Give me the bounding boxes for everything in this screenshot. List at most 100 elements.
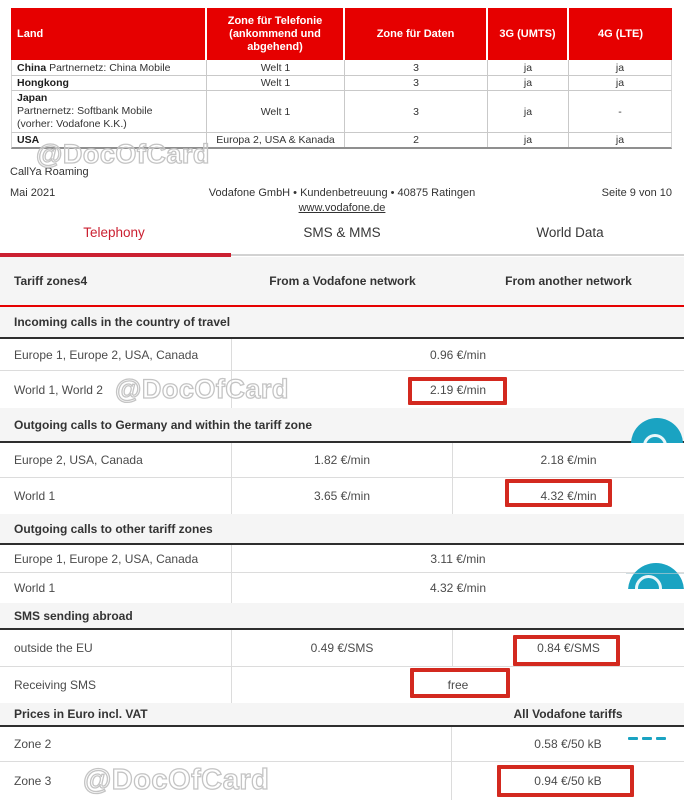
section-header-incoming-calls: Incoming calls in the country of travel (0, 307, 684, 339)
tab-telephony[interactable]: Telephony (83, 225, 145, 240)
zone-label: World 1 (0, 478, 232, 514)
country-name: Hongkong (17, 77, 69, 89)
table-row: Receiving SMS free (0, 667, 684, 703)
zone-tel-cell: Welt 1 (206, 76, 344, 90)
zone-label: Zone 3 (0, 762, 452, 800)
chat-widget-dashes-icon (628, 727, 666, 745)
partner-network-note: (vorher: Vodafone K.K.) (17, 118, 127, 130)
zone-label: outside the EU (0, 630, 232, 666)
product-name: CallYa Roaming (10, 166, 89, 178)
dash-icon (656, 737, 666, 740)
3g-cell: ja (487, 133, 568, 147)
4g-cell: ja (568, 60, 671, 75)
section-header-outgoing-other: Outgoing calls to other tariff zones (0, 514, 684, 545)
price-value: 4.32 €/min (429, 581, 487, 595)
column-header-tariff-zones: Tariff zones4 (14, 274, 88, 288)
watermark: @DocOfCard (114, 373, 289, 404)
section-header-sms-abroad: SMS sending abroad (0, 603, 684, 630)
4g-cell: ja (568, 133, 671, 147)
row-border-overlay (626, 573, 684, 574)
price-value: 0.96 €/min (429, 347, 487, 362)
annotation-box-outgoing-world (505, 479, 612, 507)
partner-network: Partnernetz: Softbank Mobile (17, 105, 153, 117)
zone-data-cell: 3 (344, 76, 487, 90)
country-cell: China Partnernetz: China Mobile (12, 60, 206, 75)
table-row-china: China Partnernetz: China Mobile Welt 1 3… (11, 60, 672, 76)
country-cell: USA (12, 133, 206, 147)
zone-label: Europe 1, Europe 2, USA, Canada (0, 339, 232, 370)
3g-cell: ja (487, 91, 568, 132)
table-row: Europe 2, USA, Canada 1.82 €/min 2.18 €/… (0, 443, 684, 478)
chat-widget-ring (635, 575, 662, 589)
tab-world-data[interactable]: World Data (536, 225, 604, 240)
chat-widget-icon[interactable] (626, 562, 684, 589)
zone-label: World 1, World 2 (0, 371, 232, 408)
column-header-zone-telefonie: Zone für Telefonie (ankommend und abgehe… (205, 8, 343, 60)
zone-label: World 1 (0, 573, 232, 603)
country-cell: Japan Partnernetz: Softbank Mobile (vorh… (12, 91, 206, 132)
table-row-usa: USA Europa 2, USA & Kanada 2 ja ja (11, 133, 672, 149)
dash-icon (628, 737, 638, 740)
column-header-3g: 3G (UMTS) (486, 8, 567, 60)
document-date: Mai 2021 (10, 187, 56, 199)
table-row: World 1 3.65 €/min 4.32 €/min (0, 478, 684, 514)
chat-widget-icon[interactable] (629, 414, 684, 443)
table-row: Zone 2 0.58 €/50 kB (0, 727, 684, 762)
3g-cell: ja (487, 60, 568, 75)
page-number: Seite 9 von 10 (601, 187, 672, 199)
section-header-prices-vat: Prices in Euro incl. VAT All Vodafone ta… (0, 703, 684, 727)
table-row: World 1 4.32 €/min (0, 573, 684, 603)
column-header-land: Land (17, 27, 44, 40)
zone-tel-cell: Europa 2, USA & Kanada (206, 133, 344, 147)
publisher-text: Vodafone GmbH • Kundenbetreuung • 40875 … (208, 187, 476, 199)
price-value: 3.11 €/min (430, 551, 486, 566)
price-another-network: 0.84 €/SMS (537, 641, 600, 655)
watermark: @DocOfCard (82, 763, 270, 796)
country-name: China (17, 61, 47, 74)
zone-label: Europe 1, Europe 2, USA, Canada (0, 545, 232, 572)
table-row: Zone 3 0.94 €/50 kB (0, 762, 684, 800)
tab-divider-line (231, 254, 684, 256)
price-value: 0.58 €/50 kB (534, 737, 602, 751)
country-name: USA (17, 134, 40, 146)
4g-cell: - (568, 91, 671, 132)
tab-sms-mms[interactable]: SMS & MMS (303, 225, 381, 240)
roaming-zones-table: Land Zone für Telefonie (ankommend und a… (11, 8, 672, 149)
price-value: 2.19 €/min (429, 382, 487, 397)
tariff-table: Tariff zones4 From a Vodafone network Fr… (0, 257, 684, 800)
table-row: Europe 1, Europe 2, USA, Canada 0.96 €/m… (0, 339, 684, 371)
table-row: World 1, World 2 2.19 €/min (0, 371, 684, 408)
annotation-box-receiving-sms (410, 668, 510, 698)
tab-bar: Telephony SMS & MMS World Data (0, 220, 684, 258)
tariff-table-header: Tariff zones4 From a Vodafone network Fr… (0, 257, 684, 307)
column-header-vodafone-network: From a Vodafone network (269, 274, 416, 288)
vat-note: Prices in Euro incl. VAT (14, 707, 148, 721)
zone-label: Receiving SMS (0, 667, 232, 703)
active-tab-underline (0, 253, 231, 257)
country-name: Japan (17, 92, 48, 104)
annotation-box-zone3-data (497, 765, 634, 797)
dash-icon (642, 737, 652, 740)
price-value: free (447, 678, 469, 692)
column-header-another-network: From another network (505, 274, 632, 288)
price-vodafone-network: 0.49 €/SMS (232, 630, 453, 666)
zone-label: Zone 2 (0, 727, 452, 761)
table-row-hongkong: Hongkong Welt 1 3 ja ja (11, 76, 672, 91)
section-header-outgoing-germany: Outgoing calls to Germany and within the… (0, 408, 684, 443)
zone-label: Europe 2, USA, Canada (0, 443, 232, 477)
4g-cell: ja (568, 76, 671, 90)
zone-tel-cell: Welt 1 (206, 91, 344, 132)
partner-network: Partnernetz: China Mobile (49, 61, 171, 74)
price-vodafone-network: 1.82 €/min (232, 443, 453, 477)
annotation-box-sms-outside-eu (513, 635, 620, 666)
price-value: 0.94 €/50 kB (534, 774, 602, 788)
all-tariffs-header: All Vodafone tariffs (513, 707, 623, 721)
website-link[interactable]: www.vodafone.de (298, 202, 386, 214)
zone-data-cell: 3 (344, 91, 487, 132)
annotation-box-incoming-world (408, 377, 507, 405)
roaming-table-header: Land Zone für Telefonie (ankommend und a… (11, 8, 672, 60)
column-header-zone-daten: Zone für Daten (343, 8, 486, 60)
watermark: @DocOfCard (35, 138, 210, 169)
price-another-network: 4.32 €/min (540, 489, 597, 503)
